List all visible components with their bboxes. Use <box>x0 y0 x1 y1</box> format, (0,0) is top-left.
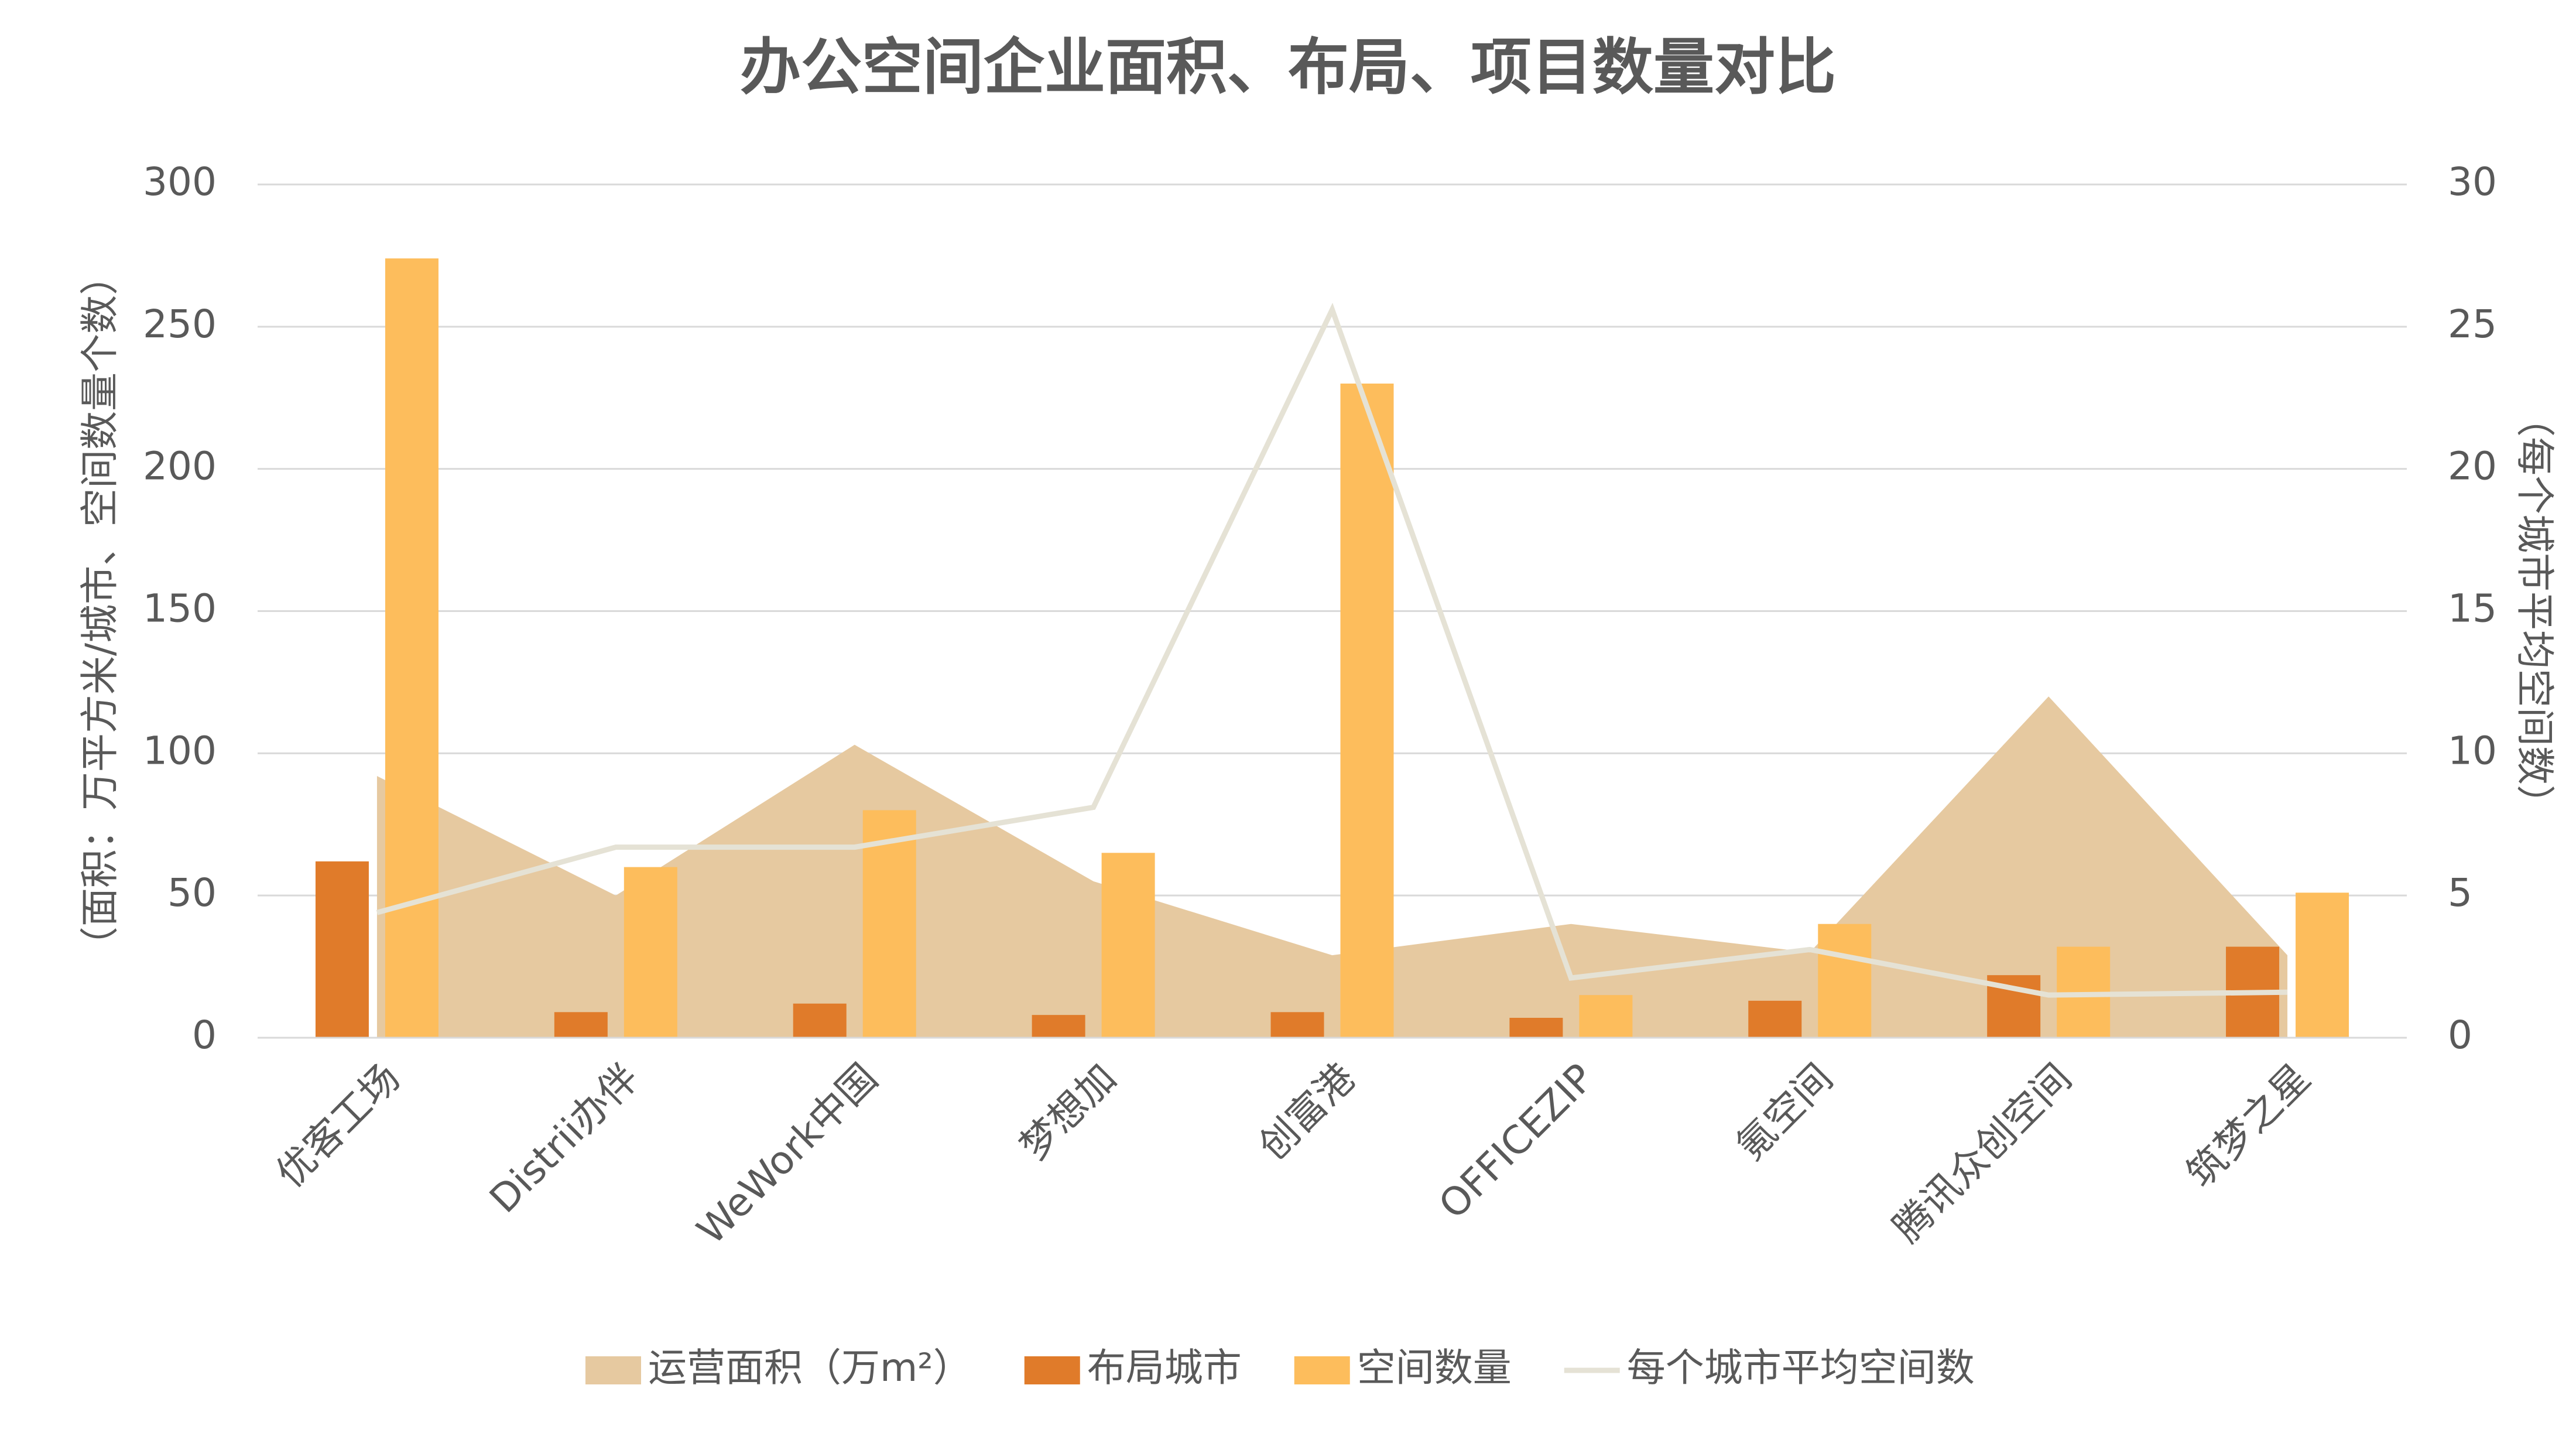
y-tick-label: 50 <box>167 870 217 915</box>
legend-swatch <box>1294 1356 1350 1384</box>
y2-tick-label: 25 <box>2448 302 2497 347</box>
y2-tick-label: 30 <box>2448 159 2497 204</box>
bar <box>1340 383 1394 1038</box>
area <box>376 696 2288 1038</box>
bar <box>315 861 369 1038</box>
y2-axis-title: （每个城市平均空间数） <box>2512 398 2557 823</box>
legend-label: 每个城市平均空间数 <box>1627 1345 1975 1390</box>
chart-title: 办公空间企业面积、布局、项目数量对比 <box>740 31 1836 102</box>
legend-label: 运营面积（万m²） <box>648 1345 972 1390</box>
legend-label: 布局城市 <box>1087 1345 1242 1390</box>
line <box>376 303 2288 998</box>
y-tick-label: 0 <box>192 1013 217 1058</box>
y2-tick-label: 5 <box>2448 870 2472 915</box>
bar <box>1818 924 1872 1038</box>
y-axis-title: （面积：万平方米/城市、空间数量个数） <box>77 257 122 965</box>
legend-swatch <box>1024 1356 1080 1384</box>
legend-swatch <box>585 1356 641 1384</box>
y2-tick-label: 15 <box>2448 586 2497 631</box>
y-tick-label: 200 <box>143 444 217 489</box>
bar <box>1101 853 1155 1038</box>
y-tick-label: 100 <box>143 728 217 773</box>
bar <box>1748 1000 1802 1038</box>
y-tick-label: 150 <box>143 586 217 631</box>
bar <box>624 867 677 1038</box>
bar <box>385 258 439 1038</box>
bar <box>1509 1018 1563 1038</box>
y2-tick-label: 10 <box>2448 728 2497 773</box>
y-tick-label: 250 <box>143 302 217 347</box>
bar <box>862 810 916 1038</box>
legend-label: 空间数量 <box>1357 1345 1512 1390</box>
bar <box>1032 1015 1085 1038</box>
bar <box>793 1003 847 1038</box>
y2-tick-label: 20 <box>2448 444 2497 489</box>
y2-tick-label: 0 <box>2448 1013 2472 1058</box>
bar <box>2296 892 2349 1038</box>
bar <box>554 1012 608 1038</box>
y-tick-label: 300 <box>143 159 217 204</box>
bar <box>1579 995 1633 1038</box>
bar <box>1270 1012 1324 1038</box>
